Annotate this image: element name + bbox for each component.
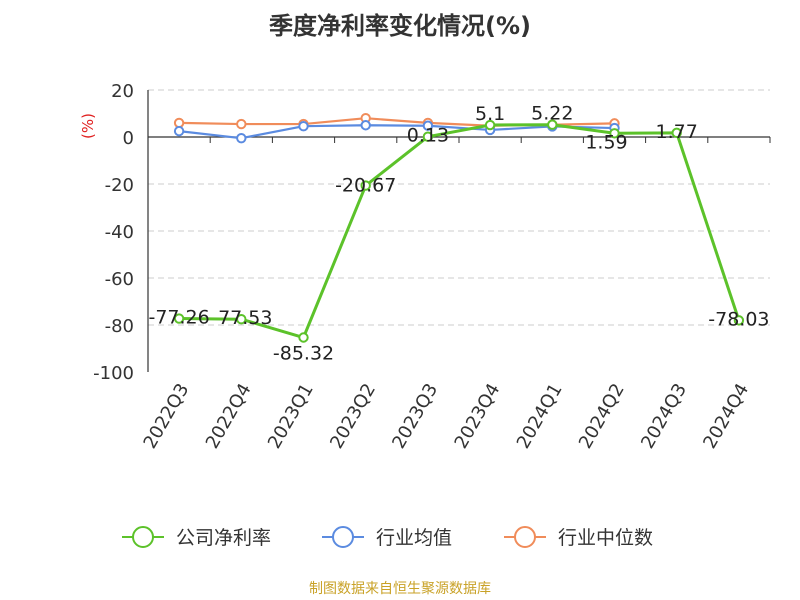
data-point [422, 120, 434, 131]
data-point [422, 131, 434, 142]
x-tick-label: 2024Q1 [513, 380, 567, 452]
data-point [173, 313, 185, 324]
y-tick-label: -100 [93, 363, 134, 384]
legend-label: 行业均值 [376, 527, 452, 549]
legend-marker [332, 526, 354, 548]
legend-marker [132, 526, 154, 548]
data-point [360, 180, 371, 191]
data-label: -77.26 [148, 307, 209, 329]
y-tick-label: -20 [105, 175, 134, 196]
data-point [547, 119, 558, 130]
series-line [178, 124, 615, 140]
x-tick-label: 2024Q4 [699, 380, 753, 452]
x-tick-label: 2024Q2 [575, 380, 629, 452]
y-tick-label: -60 [105, 269, 134, 290]
data-point [298, 332, 309, 343]
data-labels: -77.26 77.53-85.32 -20.67 0.13 5.1 5.22 1.59 1.… [148, 103, 769, 365]
chart-title: 季度净利率变化情况(%) [269, 12, 531, 40]
data-label: -78.03 [708, 308, 769, 330]
data-label: 77.53 [218, 307, 272, 329]
series-lines [173, 113, 745, 343]
data-point [298, 120, 309, 132]
data-label: -20.67 [335, 175, 396, 197]
data-point [733, 315, 745, 326]
data-point [671, 127, 682, 139]
x-tick-label: 2022Q4 [202, 380, 256, 452]
x-tick-label: 2023Q3 [388, 380, 442, 452]
y-tick-label: 0 [123, 128, 134, 149]
y-tick-label: -40 [105, 222, 134, 243]
series-line [179, 123, 741, 340]
y-axis-label: (%) [79, 113, 97, 139]
data-point [236, 118, 247, 130]
data-point [236, 132, 247, 144]
data-label: 1.59 [585, 131, 627, 153]
x-tick-label: 2023Q4 [451, 380, 505, 452]
x-tick-label: 2023Q1 [264, 380, 318, 452]
data-label: 5.22 [531, 103, 573, 125]
x-tick-label: 2022Q3 [140, 380, 194, 452]
data-point [173, 125, 185, 137]
data-label: 0.13 [407, 125, 449, 147]
data-point [484, 119, 496, 131]
x-tick-label: 2024Q3 [637, 380, 691, 452]
y-tick-label: 20 [111, 81, 134, 102]
data-point [173, 117, 185, 129]
legend-label: 公司净利率 [176, 527, 271, 549]
data-point [609, 128, 620, 139]
data-label: -85.32 [273, 343, 334, 365]
legend-marker [514, 526, 536, 548]
legend-label: 行业中位数 [558, 527, 653, 549]
x-tick-label: 2023Q2 [326, 380, 380, 452]
data-point [236, 313, 247, 325]
source-footer: 制图数据来自恒生聚源数据库 [309, 581, 491, 597]
data-point [360, 120, 371, 131]
y-tick-label: -80 [105, 316, 134, 337]
data-label: 1.77 [656, 121, 698, 143]
legend: 公司净利率 行业均值 行业中位数 [122, 526, 653, 549]
data-label: 5.1 [475, 103, 505, 125]
